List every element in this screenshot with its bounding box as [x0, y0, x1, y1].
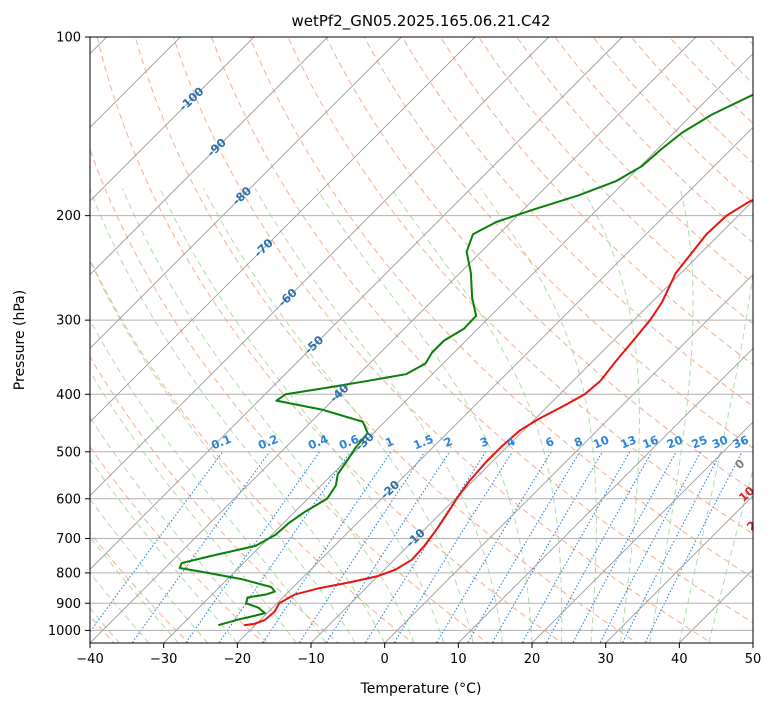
- mixing-ratio-line: [364, 452, 486, 646]
- x-tick-label: 0: [381, 652, 389, 667]
- dry-adiabat: [746, 37, 775, 645]
- x-tick-label: −10: [297, 652, 324, 667]
- moist-adiabat: [679, 188, 760, 643]
- y-tick-label: 300: [56, 314, 81, 329]
- mixing-ratio-label: 2: [442, 434, 455, 450]
- isotherm-line: [90, 37, 696, 643]
- isotherm-line: [311, 37, 775, 643]
- isotherm-line: [679, 37, 775, 643]
- x-tick-label: 10: [450, 652, 467, 667]
- mixing-ratio-label: 10: [591, 433, 611, 452]
- dry-adiabat: [708, 37, 775, 645]
- y-tick-label: 900: [56, 597, 81, 612]
- isotherm-line: [0, 37, 254, 643]
- mixing-ratio-label: 20: [665, 433, 685, 452]
- isotherm-line: [0, 37, 475, 643]
- mixing-ratio-label: 13: [618, 433, 638, 452]
- moist-adiabat: [60, 188, 355, 643]
- dry-adiabat: [440, 37, 775, 645]
- x-tick-label: −20: [224, 652, 251, 667]
- moist-adiabat-label: 30: [753, 544, 774, 565]
- series-layer: [180, 37, 775, 625]
- x-axis-label: Temperature (°C): [360, 681, 482, 697]
- x-tick-label: 20: [524, 652, 541, 667]
- y-tick-label: 500: [56, 445, 81, 460]
- mixing-ratio-label: 16: [640, 433, 660, 452]
- isotherm-line: [532, 37, 775, 643]
- isotherm-line: [164, 37, 770, 643]
- dewpoint-profile-line: [180, 37, 775, 625]
- moist-adiabat: [0, 188, 237, 643]
- y-axis-label: Pressure (hPa): [12, 290, 28, 390]
- dry-adiabat: [250, 37, 775, 645]
- y-tick-label: 100: [56, 31, 81, 46]
- x-tick-label: −40: [76, 652, 103, 667]
- isotherm-line: [0, 37, 328, 643]
- mixing-ratio-label: 0.1: [209, 432, 233, 453]
- isotherm-line: [753, 37, 775, 643]
- y-tick-label: 400: [56, 388, 81, 403]
- mixing-ratio-label: 3: [478, 434, 491, 450]
- x-tick-label: 30: [597, 652, 614, 667]
- dry-adiabat: [326, 37, 775, 645]
- moist-adiabat: [650, 188, 693, 643]
- x-tick-label: −30: [150, 652, 177, 667]
- mixing-ratio-label: 30: [710, 433, 730, 452]
- mixing-ratio-line: [435, 452, 551, 646]
- mixing-ratio-label: 1: [383, 434, 396, 450]
- moist-adiabat: [317, 188, 532, 643]
- x-tick-label: 40: [671, 652, 688, 667]
- mixing-ratio-label: 8: [572, 434, 585, 450]
- moist-adiabat: [0, 188, 208, 643]
- isotherm-line: [458, 37, 775, 643]
- dry-adiabat: [402, 37, 775, 645]
- y-tick-label: 1000: [48, 624, 81, 639]
- mixing-ratio-line: [644, 452, 742, 646]
- mixing-ratio-label: 36: [731, 433, 751, 452]
- moist-adiabat: [122, 188, 414, 643]
- y-tick-label: 700: [56, 532, 81, 547]
- mixing-ratio-line: [572, 452, 677, 646]
- moist-adiabat: [0, 188, 267, 643]
- dry-adiabat: [135, 37, 641, 645]
- mixing-ratio-line: [466, 452, 580, 646]
- moist-adiabat: [10, 188, 297, 643]
- mixing-ratio-line: [325, 452, 450, 646]
- moist-adiabat-label: 40: [763, 575, 775, 596]
- moist-adiabat-label: 0: [732, 456, 747, 472]
- y-tick-label: 200: [56, 209, 81, 224]
- grid-layer: [0, 37, 775, 645]
- chart-title: wetPf2_GN05.2025.165.06.21.C42: [291, 12, 550, 31]
- x-tick-label: 50: [745, 652, 762, 667]
- mixing-ratio-label: 6: [543, 434, 556, 450]
- y-tick-label: 800: [56, 566, 81, 581]
- mixing-ratio-label: 1.5: [411, 432, 435, 453]
- moist-adiabat: [582, 188, 639, 643]
- moist-adiabat-label: 10: [736, 483, 757, 504]
- moist-adiabat: [0, 188, 178, 643]
- y-tick-label: 600: [56, 492, 81, 507]
- mixing-ratio-label: 0.4: [306, 432, 330, 453]
- moist-adiabat: [709, 188, 775, 643]
- isotherm-line: [0, 37, 401, 643]
- mixing-ratio-label: 25: [689, 433, 709, 452]
